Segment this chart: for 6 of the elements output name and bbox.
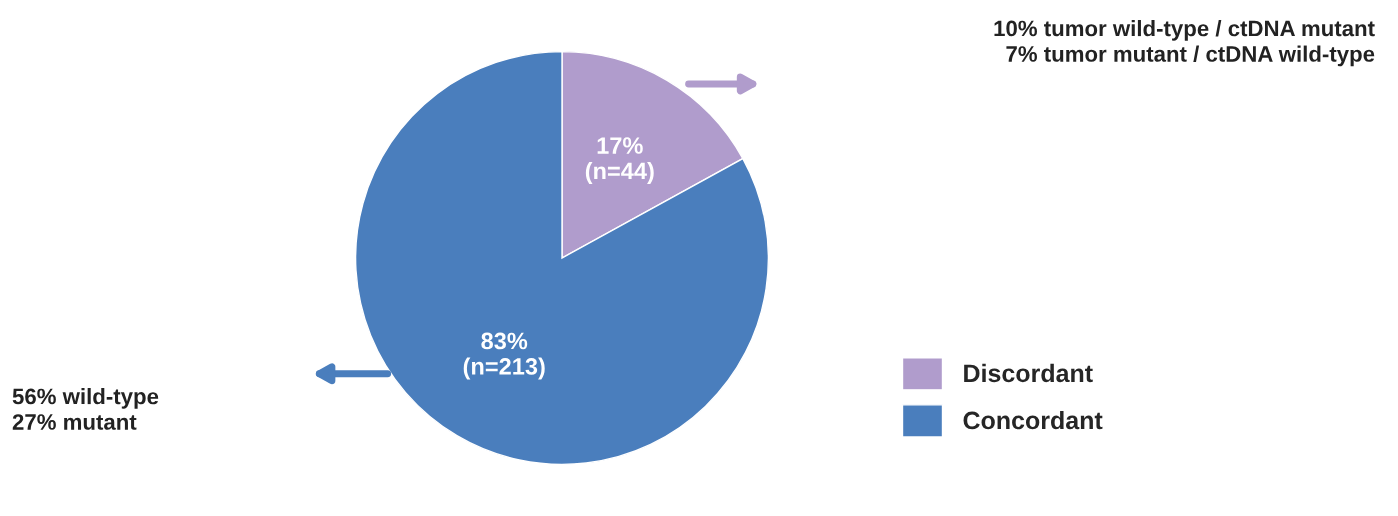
data-label: 83% (n=213) <box>463 332 545 380</box>
data-label: 17% (n=44) <box>585 137 654 185</box>
text: 10% tumor wild-type / ctDNA mutant 7% tumor mutant / ctDNA wild-type <box>994 20 1375 67</box>
legend-label: Concordant <box>963 410 1103 430</box>
text: 56% wild-type 27% mutant <box>12 388 159 430</box>
legend-label: Discordant <box>964 363 1093 383</box>
